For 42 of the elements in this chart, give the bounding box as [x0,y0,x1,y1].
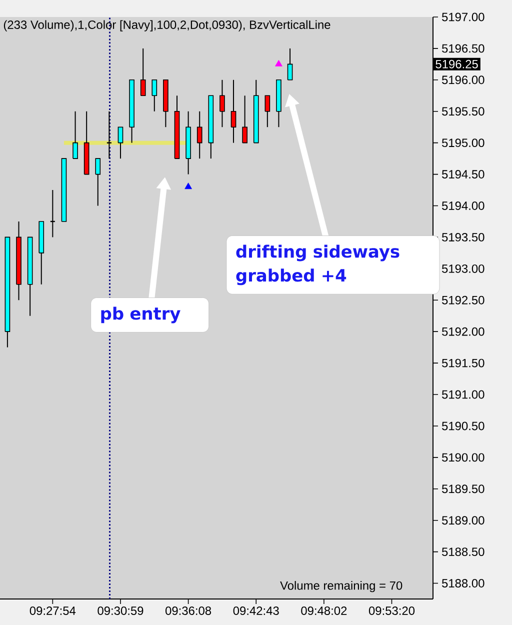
chart-title: (233 Volume),1,Color [Navy],100,2,Dot,0930), BzvVerticalLine [4,20,330,32]
y-tick-label: 5195.50 [442,107,484,116]
annotation: Volume remaining = 70 [280,581,402,592]
y-tick-label: 5188.50 [442,548,484,556]
x-tick-label: 09:36:08 [166,606,212,615]
annotation: pb entry [101,306,180,324]
candlestick [242,95,248,144]
y-tick-label: 5194.50 [442,170,484,179]
y-tick-label: 5191.00 [442,390,484,399]
candlestick [140,48,146,96]
x-tick-label: 09:42:43 [233,606,279,615]
candlestick [287,48,293,80]
x-tick-label: 09:30:59 [98,606,144,615]
candlestick [106,110,112,160]
y-tick-label: 5189.00 [442,516,484,525]
candlestick [72,110,78,160]
y-tick-label: 5193.50 [442,232,484,242]
y-tick-label: 5192.50 [442,296,484,304]
y-tick-label: 5189.50 [442,484,484,494]
x-tick-label: 09:27:54 [30,606,76,615]
y-tick-label: 5192.00 [442,327,484,336]
candlestick [264,95,270,128]
candlestick [95,158,101,206]
y-tick-label: 5197.00 [442,12,484,22]
x-tick-label: 09:48:02 [301,606,347,615]
candlestick [220,79,225,128]
candlestick [118,126,124,160]
x-tick-label: 09:53:20 [368,606,415,615]
candlestick [152,79,158,112]
y-tick-label: 5193.00 [442,264,484,273]
candlestick [230,79,236,144]
y-tick-label: 5191.50 [442,358,484,368]
y-tick-label: 5196.00 [442,76,484,84]
y-tick-label: 5190.00 [442,453,484,462]
y-tick-label: 5194.00 [442,202,484,210]
y-tick-label: 5190.50 [442,422,484,430]
y-tick-label: 5188.00 [442,579,484,588]
text: 5196.25 [436,60,478,68]
annotation: drifting sideways grabbed +4 [236,244,400,286]
y-tick-label: 5195.00 [442,138,484,148]
candlestick [196,110,202,160]
y-tick-label: 5196.50 [442,44,484,53]
